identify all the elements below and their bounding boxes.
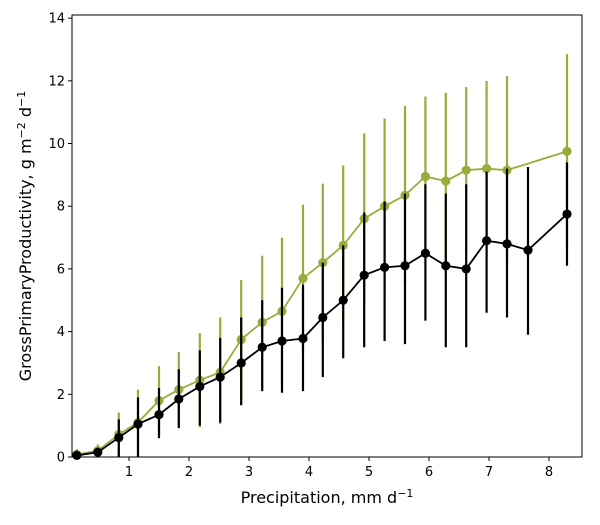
data-point xyxy=(380,262,390,272)
data-point xyxy=(93,447,103,457)
y-tick-label: 6 xyxy=(57,262,65,277)
data-point xyxy=(359,270,369,280)
data-point xyxy=(441,261,451,271)
data-point xyxy=(298,273,308,283)
data-point xyxy=(523,245,533,255)
data-point xyxy=(277,336,287,346)
y-tick-label: 14 xyxy=(48,12,65,27)
data-point xyxy=(400,261,410,271)
series-1 xyxy=(72,162,572,461)
data-point xyxy=(562,209,572,219)
data-point xyxy=(114,432,124,443)
x-tick-label: 4 xyxy=(305,465,313,480)
x-tick-label: 8 xyxy=(545,465,553,480)
data-point xyxy=(420,171,430,182)
data-point xyxy=(482,164,492,174)
y-tick-label: 10 xyxy=(48,137,65,152)
data-point xyxy=(298,333,308,344)
y-tick-label: 0 xyxy=(57,451,65,466)
data-point xyxy=(461,264,471,274)
y-tick-label: 2 xyxy=(57,388,65,403)
data-point xyxy=(441,176,451,186)
data-point xyxy=(215,372,225,382)
data-point xyxy=(133,419,143,429)
y-tick-label: 4 xyxy=(57,325,65,340)
data-point xyxy=(72,450,82,461)
x-axis-label: Precipitation, mm d−1 xyxy=(241,487,414,508)
x-tick-label: 1 xyxy=(125,465,133,480)
plot-frame xyxy=(71,14,583,458)
x-tick-label: 3 xyxy=(245,465,253,480)
data-point xyxy=(502,239,512,249)
data-point xyxy=(318,312,328,323)
x-tick-label: 7 xyxy=(485,465,493,480)
data-point xyxy=(154,410,164,420)
x-tick-label: 5 xyxy=(365,465,373,480)
data-point xyxy=(338,295,348,305)
y-tick-label: 8 xyxy=(57,200,65,215)
data-point xyxy=(338,240,348,251)
data-point xyxy=(257,342,267,352)
data-point xyxy=(174,394,184,404)
data-point xyxy=(195,381,205,392)
plot-area xyxy=(72,54,572,461)
data-point xyxy=(420,248,430,258)
data-point xyxy=(461,165,471,175)
y-tick-label: 12 xyxy=(48,74,65,89)
y-axis-label: GrossPrimaryProductivity, g m−2 d−1 xyxy=(15,91,36,381)
x-tick-label: 6 xyxy=(425,465,433,480)
data-point xyxy=(562,146,572,156)
data-point xyxy=(236,358,246,368)
data-point xyxy=(482,236,492,246)
x-tick-label: 2 xyxy=(185,465,193,480)
